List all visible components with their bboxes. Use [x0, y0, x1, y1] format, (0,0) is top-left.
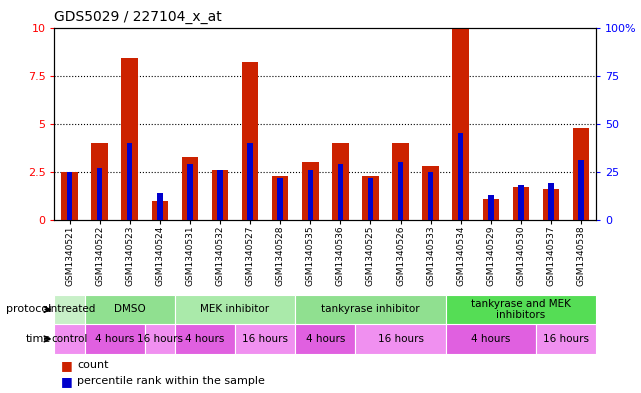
Bar [308, 170, 313, 220]
Bar [355, 324, 445, 354]
Bar [488, 195, 494, 220]
Bar [157, 193, 163, 220]
Text: 4 hours: 4 hours [185, 334, 224, 344]
Text: count: count [77, 360, 108, 371]
Text: DMSO: DMSO [114, 305, 146, 314]
Bar [296, 295, 445, 324]
Bar [145, 324, 175, 354]
Bar [302, 162, 319, 220]
Text: tankyrase inhibitor: tankyrase inhibitor [321, 305, 420, 314]
Bar [272, 176, 288, 220]
Text: 4 hours: 4 hours [471, 334, 510, 344]
Bar [428, 172, 433, 220]
Bar [212, 170, 228, 220]
Bar [578, 160, 584, 220]
Bar [422, 166, 439, 220]
Bar [573, 128, 589, 220]
Bar [278, 178, 283, 220]
Text: time: time [26, 334, 51, 344]
Text: 4 hours: 4 hours [95, 334, 135, 344]
Bar [92, 143, 108, 220]
Bar [97, 168, 103, 220]
Text: 16 hours: 16 hours [378, 334, 424, 344]
Text: percentile rank within the sample: percentile rank within the sample [77, 376, 265, 386]
Bar [181, 156, 198, 220]
Bar [445, 295, 596, 324]
Bar [217, 170, 222, 220]
Bar [296, 324, 355, 354]
Bar [392, 143, 409, 220]
Text: 16 hours: 16 hours [242, 334, 288, 344]
Bar [543, 189, 559, 220]
Bar [85, 295, 175, 324]
Bar [453, 29, 469, 220]
Text: 4 hours: 4 hours [306, 334, 345, 344]
Bar [483, 199, 499, 220]
Bar [235, 324, 296, 354]
Bar [54, 324, 85, 354]
Bar [67, 172, 72, 220]
Text: 16 hours: 16 hours [137, 334, 183, 344]
Text: GDS5029 / 227104_x_at: GDS5029 / 227104_x_at [54, 10, 222, 24]
Text: ■: ■ [61, 375, 72, 388]
Bar [175, 324, 235, 354]
Bar [338, 164, 343, 220]
Bar [398, 162, 403, 220]
Bar [85, 324, 145, 354]
Text: untreated: untreated [44, 305, 96, 314]
Text: 16 hours: 16 hours [543, 334, 589, 344]
Text: tankyrase and MEK
inhibitors: tankyrase and MEK inhibitors [471, 299, 571, 320]
Bar [175, 295, 296, 324]
Bar [247, 143, 253, 220]
Bar [368, 178, 373, 220]
Bar [332, 143, 349, 220]
Bar [362, 176, 379, 220]
Text: protocol: protocol [6, 305, 51, 314]
Text: MEK inhibitor: MEK inhibitor [201, 305, 270, 314]
Bar [54, 295, 85, 324]
Text: control: control [51, 334, 88, 344]
Bar [445, 324, 536, 354]
Bar [187, 164, 192, 220]
Bar [458, 133, 463, 220]
Bar [518, 185, 524, 220]
Bar [536, 324, 596, 354]
Bar [151, 201, 168, 220]
Bar [548, 184, 554, 220]
Bar [121, 58, 138, 220]
Bar [62, 172, 78, 220]
Bar [513, 187, 529, 220]
Text: ■: ■ [61, 359, 72, 372]
Bar [242, 62, 258, 220]
Bar [127, 143, 133, 220]
